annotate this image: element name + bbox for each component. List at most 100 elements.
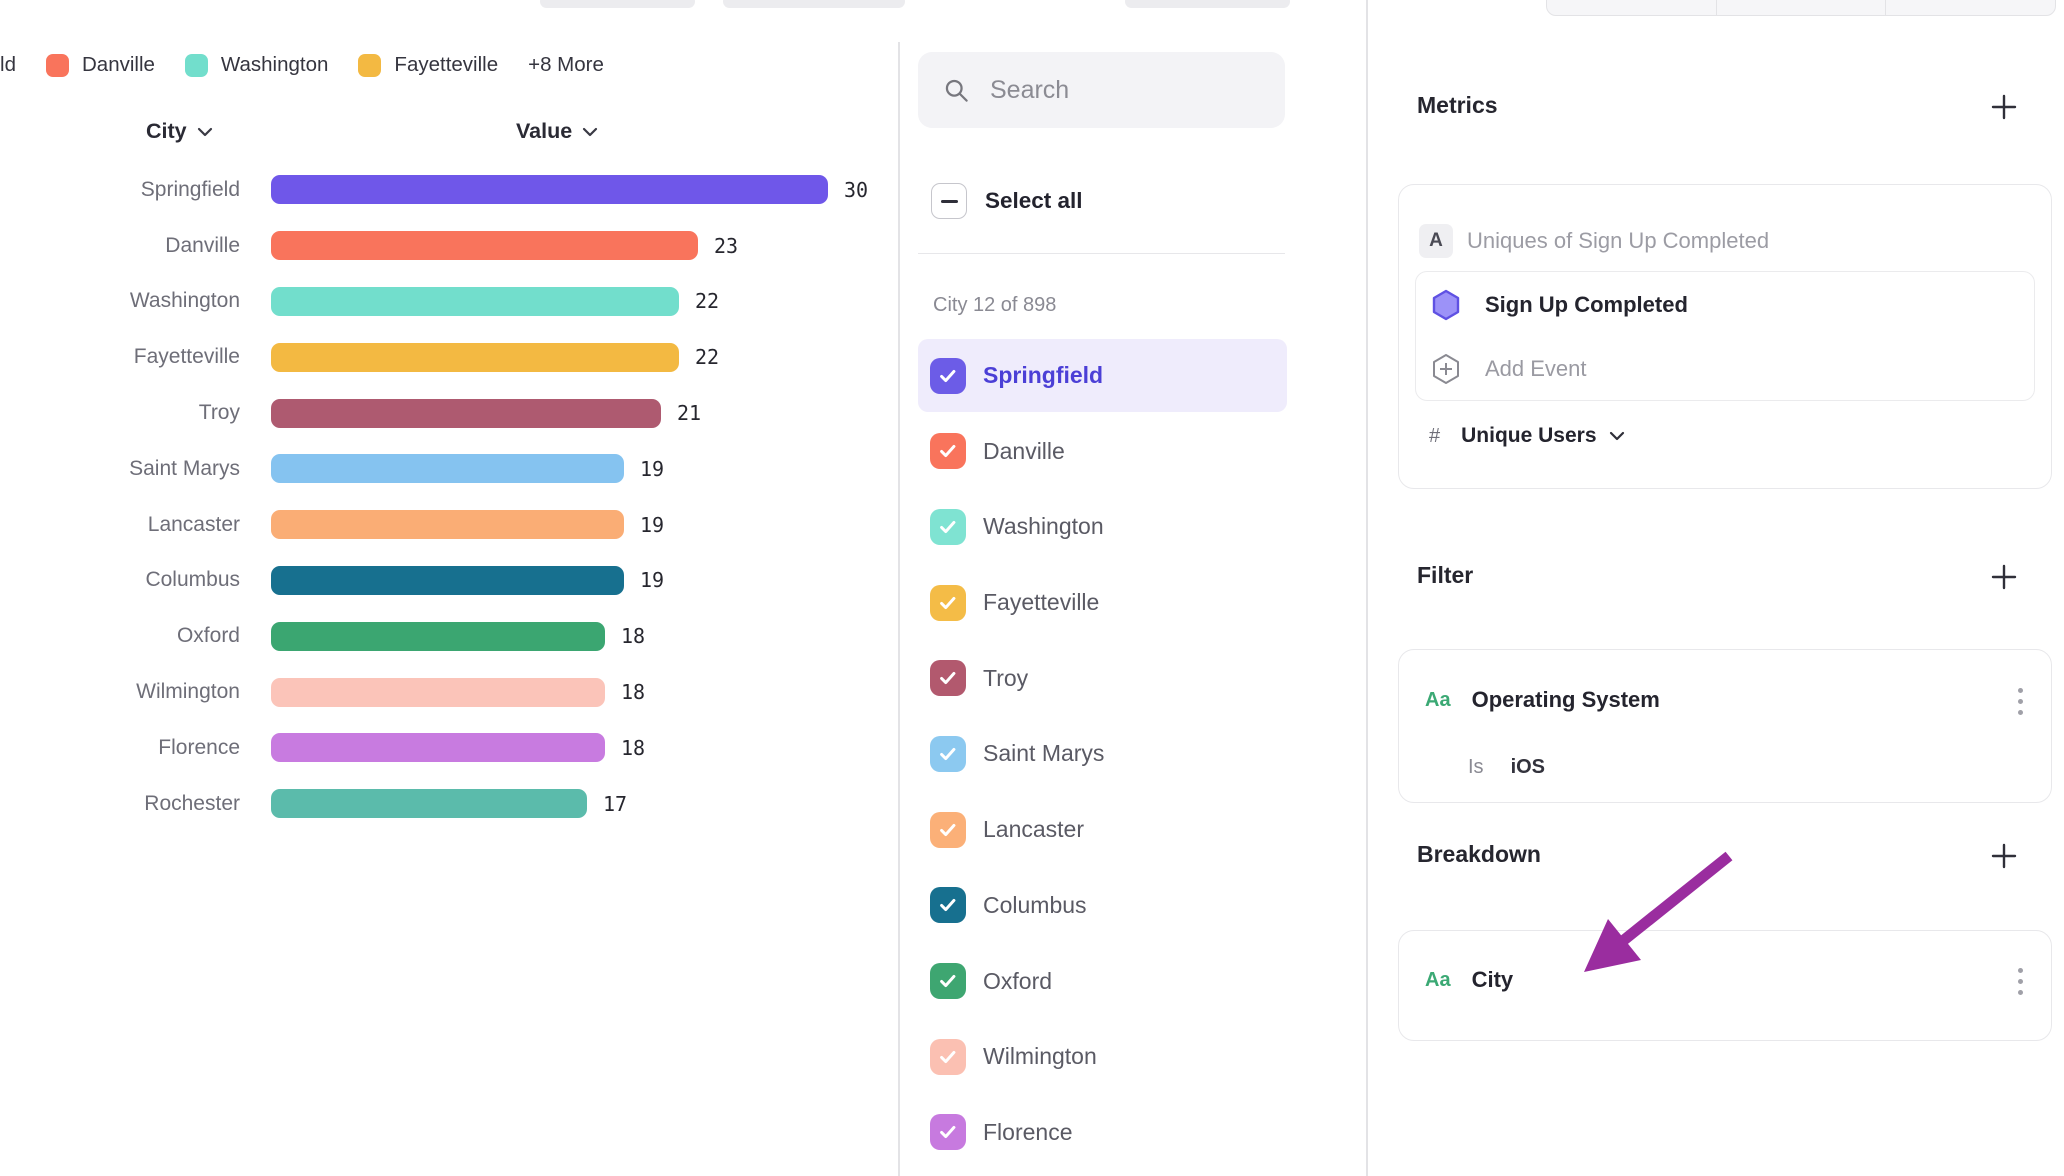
add-filter-button[interactable] — [1989, 562, 2019, 592]
bar[interactable] — [271, 733, 605, 763]
breakdown-options-menu[interactable] — [2018, 968, 2023, 995]
legend-item-label: Washington — [220, 53, 329, 76]
view-segmented-control[interactable] — [1546, 0, 2056, 16]
bar[interactable] — [271, 454, 624, 484]
city-checkbox[interactable] — [930, 811, 966, 848]
string-type-icon: Aa — [1425, 688, 1451, 711]
add-event-row[interactable]: Add Event — [1431, 353, 1587, 385]
check-icon — [940, 672, 956, 685]
bar-value-label: 21 — [677, 401, 702, 426]
metric-card[interactable]: A Uniques of Sign Up Completed Sign Up C… — [1398, 184, 2052, 489]
bar-value-label: 30 — [844, 177, 869, 202]
search-input[interactable] — [988, 74, 1272, 106]
bar[interactable] — [271, 175, 828, 205]
bar[interactable] — [271, 510, 624, 540]
indeterminate-minus-icon — [940, 199, 958, 203]
check-icon — [940, 1050, 956, 1063]
bar[interactable] — [271, 398, 661, 428]
bar-category-label: Springfield — [140, 177, 240, 201]
breakdown-card[interactable]: Aa City — [1398, 930, 2052, 1041]
metric-summary-label[interactable]: Uniques of Sign Up Completed — [1467, 228, 1770, 253]
bar[interactable] — [271, 565, 624, 595]
city-checkbox[interactable] — [930, 357, 966, 394]
legend-item-label: Danville — [82, 53, 155, 76]
legend-item-clipped[interactable]: Springfield — [0, 51, 16, 79]
city-list-item[interactable]: Troy — [918, 642, 1287, 715]
bar-category-label: Washington — [129, 289, 240, 313]
filter-value[interactable]: iOS — [1510, 756, 1546, 778]
city-checkbox[interactable] — [930, 735, 966, 772]
city-list-item[interactable]: Oxford — [918, 945, 1287, 1018]
city-list-item[interactable]: Danville — [918, 415, 1287, 488]
chart-bar-row: Springfield 30 — [0, 162, 868, 218]
bar-category-label: Troy — [198, 401, 240, 425]
list-divider — [918, 253, 1285, 254]
bar[interactable] — [271, 677, 605, 707]
city-column-header[interactable]: City — [146, 119, 213, 144]
bar[interactable] — [271, 231, 698, 261]
bar-chart-rows: Springfield 30 Danville 23 Washington 22… — [0, 162, 868, 832]
bar-value-label: 17 — [603, 791, 628, 816]
filter-property-row[interactable]: Aa Operating System — [1425, 687, 1660, 713]
chart-bar-row: Troy 21 — [0, 385, 868, 441]
aggregation-selector[interactable]: # Unique Users — [1429, 424, 1625, 448]
value-column-header[interactable]: Value — [516, 119, 598, 144]
event-row[interactable]: Sign Up Completed — [1431, 289, 1688, 321]
filter-options-menu[interactable] — [2018, 688, 2023, 715]
bar[interactable] — [271, 789, 587, 819]
select-all-row[interactable]: Select all — [931, 183, 1083, 219]
bar-category-label: Oxford — [176, 624, 240, 648]
city-checkbox[interactable] — [930, 433, 966, 470]
chart-bar-row: Wilmington 18 — [0, 664, 868, 720]
city-checkbox[interactable] — [930, 963, 966, 999]
legend-item[interactable]: Fayetteville — [358, 53, 498, 77]
add-breakdown-button[interactable] — [1989, 841, 2019, 871]
city-list-item[interactable]: Columbus — [918, 869, 1287, 942]
city-filter-panel: Select all City 12 of 898 Springfield Da… — [899, 0, 1366, 1176]
bar[interactable] — [271, 621, 605, 651]
city-checkbox[interactable] — [930, 508, 966, 545]
chevron-down-icon — [583, 127, 598, 136]
bar-value-label: 19 — [640, 512, 665, 537]
city-list-item[interactable]: Florence — [918, 1096, 1287, 1169]
select-all-label: Select all — [985, 188, 1083, 213]
panel-divider — [1366, 0, 1368, 1176]
event-name-label: Sign Up Completed — [1485, 292, 1688, 317]
city-list-item[interactable]: Fayetteville — [918, 566, 1287, 639]
top-tab-sliver — [540, 0, 695, 8]
aggregation-label: Unique Users — [1461, 424, 1597, 447]
bar-category-label: Lancaster — [147, 512, 240, 536]
breakdown-property-row[interactable]: Aa City — [1425, 967, 1513, 993]
filter-property-name: Operating System — [1471, 687, 1660, 712]
chart-bar-row: Oxford 18 — [0, 608, 868, 664]
legend-item[interactable]: Danville — [46, 53, 155, 77]
city-checkbox[interactable] — [930, 1038, 966, 1075]
chart-bar-row: Columbus 19 — [0, 553, 868, 609]
city-checkbox[interactable] — [930, 1114, 966, 1151]
add-metric-button[interactable] — [1989, 92, 2019, 122]
filter-condition-row[interactable]: Is iOS — [1468, 756, 1545, 779]
city-list-item[interactable]: Springfield — [918, 339, 1287, 412]
bar-category-label: Columbus — [145, 568, 240, 592]
city-checkbox[interactable] — [930, 660, 966, 697]
filter-operator[interactable]: Is — [1468, 756, 1484, 778]
select-all-checkbox[interactable] — [931, 183, 967, 219]
search-box[interactable] — [918, 52, 1285, 128]
city-list-item[interactable]: Saint Marys — [918, 717, 1287, 790]
legend-item[interactable]: Washington — [184, 53, 329, 77]
city-list-item[interactable]: Washington — [918, 490, 1287, 563]
panel-divider — [898, 42, 900, 1176]
bar[interactable] — [271, 342, 679, 372]
chart-bar-row: Fayetteville 22 — [0, 329, 868, 385]
bar[interactable] — [271, 286, 679, 316]
city-checkbox[interactable] — [930, 887, 966, 924]
city-list-item[interactable]: Wilmington — [918, 1020, 1287, 1093]
city-checkbox[interactable] — [930, 584, 966, 621]
segment-option[interactable] — [1547, 0, 1717, 15]
segment-option[interactable] — [1717, 0, 1887, 15]
filter-card[interactable]: Aa Operating System Is iOS — [1398, 649, 2052, 803]
city-item-label: Saint Marys — [983, 740, 1105, 767]
city-list-item[interactable]: Lancaster — [918, 793, 1287, 866]
legend-more-label[interactable]: +8 More — [528, 53, 604, 76]
value-column-label: Value — [516, 119, 573, 143]
